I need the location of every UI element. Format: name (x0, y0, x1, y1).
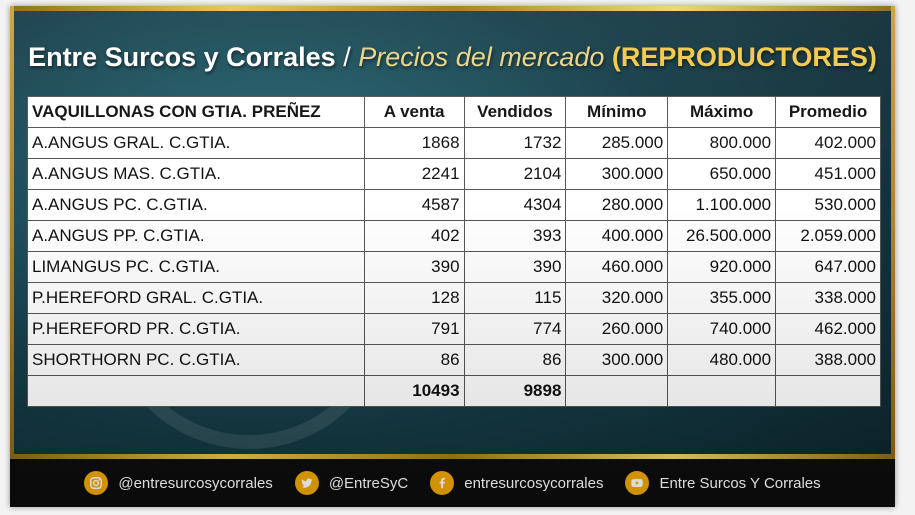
category-cell: SHORTHORN PC. C.GTIA. (27, 344, 365, 376)
category-cell: A.ANGUS PC. C.GTIA. (27, 189, 365, 221)
maximum-cell: 800.000 (667, 127, 777, 159)
average-cell: 2.059.000 (775, 220, 881, 252)
maximum-cell: 480.000 (667, 344, 777, 376)
sold-cell: 393 (463, 220, 567, 252)
sold-cell: 1732 (463, 127, 567, 159)
sold-cell: 86 (463, 344, 567, 376)
average-cell: 462.000 (775, 313, 881, 345)
youtube-icon (625, 471, 650, 495)
sold-cell: 2104 (463, 158, 567, 190)
category-cell: P.HEREFORD GRAL. C.GTIA. (27, 282, 365, 314)
total-maximum-cell (667, 375, 777, 407)
totals-label-cell (27, 375, 365, 407)
table-header-row: VAQUILLONAS CON GTIA. PREÑEZ A venta Ven… (27, 96, 881, 128)
category-cell: A.ANGUS GRAL. C.GTIA. (27, 127, 365, 159)
title-separator: / (343, 42, 351, 72)
column-header-sold: Vendidos (463, 96, 567, 128)
title-subtitle: Precios del mercado (358, 42, 605, 72)
total-minimum-cell (565, 375, 669, 407)
twitter-icon (294, 471, 319, 495)
column-header-category: VAQUILLONAS CON GTIA. PREÑEZ (27, 96, 365, 128)
minimum-cell: 300.000 (565, 344, 669, 376)
maximum-cell: 920.000 (667, 251, 777, 283)
instagram-icon (84, 471, 109, 495)
category-cell: P.HEREFORD PR. C.GTIA. (27, 313, 365, 345)
average-cell: 451.000 (775, 158, 881, 190)
for-sale-cell: 86 (363, 344, 465, 376)
top-gold-border (10, 6, 895, 11)
column-header-minimum: Mínimo (565, 96, 669, 128)
minimum-cell: 285.000 (565, 127, 669, 159)
twitter-link[interactable]: @EntreSyC (294, 471, 409, 495)
instagram-link[interactable]: @entresurcosycorrales (84, 471, 273, 495)
category-cell: A.ANGUS PP. C.GTIA. (27, 220, 365, 252)
twitter-handle: @EntreSyC (328, 474, 409, 492)
maximum-cell: 1.100.000 (667, 189, 777, 221)
for-sale-cell: 1868 (363, 127, 465, 159)
youtube-link[interactable]: Entre Surcos Y Corrales (625, 471, 821, 495)
page-title: Entre Surcos y Corrales / Precios del me… (10, 42, 895, 73)
price-card: Entre Surcos y Corrales / Precios del me… (10, 6, 895, 507)
maximum-cell: 650.000 (667, 158, 777, 190)
minimum-cell: 400.000 (565, 220, 669, 252)
sold-cell: 115 (463, 282, 567, 314)
average-cell: 402.000 (775, 127, 881, 159)
for-sale-cell: 390 (363, 251, 465, 283)
table-row: LIMANGUS PC. C.GTIA. 390 390 460.000 920… (27, 251, 881, 283)
average-cell: 338.000 (775, 282, 881, 314)
table-row: SHORTHORN PC. C.GTIA. 86 86 300.000 480.… (27, 344, 881, 376)
total-sold-cell: 9898 (463, 375, 567, 407)
table-row: A.ANGUS PP. C.GTIA. 402 393 400.000 26.5… (27, 220, 881, 252)
total-for-sale-cell: 10493 (363, 375, 465, 407)
prices-table: VAQUILLONAS CON GTIA. PREÑEZ A venta Ven… (27, 96, 881, 407)
minimum-cell: 460.000 (565, 251, 669, 283)
social-footer: @entresurcosycorrales @EntreSyC entresur… (10, 459, 895, 507)
table-row: P.HEREFORD GRAL. C.GTIA. 128 115 320.000… (27, 282, 881, 314)
facebook-link[interactable]: entresurcosycorrales (430, 471, 603, 495)
maximum-cell: 740.000 (667, 313, 777, 345)
sold-cell: 4304 (463, 189, 567, 221)
right-gold-border (891, 6, 895, 454)
table-row: P.HEREFORD PR. C.GTIA. 791 774 260.000 7… (27, 313, 881, 345)
minimum-cell: 260.000 (565, 313, 669, 345)
category-cell: A.ANGUS MAS. C.GTIA. (27, 158, 365, 190)
for-sale-cell: 128 (363, 282, 465, 314)
average-cell: 388.000 (775, 344, 881, 376)
column-header-maximum: Máximo (667, 96, 777, 128)
minimum-cell: 300.000 (565, 158, 669, 190)
brand-title: Entre Surcos y Corrales (28, 42, 336, 72)
minimum-cell: 320.000 (565, 282, 669, 314)
sold-cell: 390 (463, 251, 567, 283)
table-row: A.ANGUS PC. C.GTIA. 4587 4304 280.000 1.… (27, 189, 881, 221)
table-row: A.ANGUS MAS. C.GTIA. 2241 2104 300.000 6… (27, 158, 881, 190)
category-cell: LIMANGUS PC. C.GTIA. (27, 251, 365, 283)
totals-row: 10493 9898 (27, 375, 881, 407)
total-average-cell (775, 375, 881, 407)
for-sale-cell: 791 (363, 313, 465, 345)
maximum-cell: 26.500.000 (667, 220, 777, 252)
column-header-for-sale: A venta (363, 96, 465, 128)
for-sale-cell: 402 (363, 220, 465, 252)
title-tag: (REPRODUCTORES) (611, 42, 877, 72)
footer-gold-border (10, 454, 895, 459)
maximum-cell: 355.000 (667, 282, 777, 314)
table-row: A.ANGUS GRAL. C.GTIA. 1868 1732 285.000 … (27, 127, 881, 159)
average-cell: 530.000 (775, 189, 881, 221)
column-header-average: Promedio (775, 96, 881, 128)
minimum-cell: 280.000 (565, 189, 669, 221)
facebook-icon (430, 471, 455, 495)
for-sale-cell: 2241 (363, 158, 465, 190)
facebook-handle: entresurcosycorrales (464, 474, 604, 492)
instagram-handle: @entresurcosycorrales (118, 474, 273, 492)
youtube-channel: Entre Surcos Y Corrales (659, 474, 821, 492)
sold-cell: 774 (463, 313, 567, 345)
for-sale-cell: 4587 (363, 189, 465, 221)
average-cell: 647.000 (775, 251, 881, 283)
left-gold-border (10, 6, 14, 454)
